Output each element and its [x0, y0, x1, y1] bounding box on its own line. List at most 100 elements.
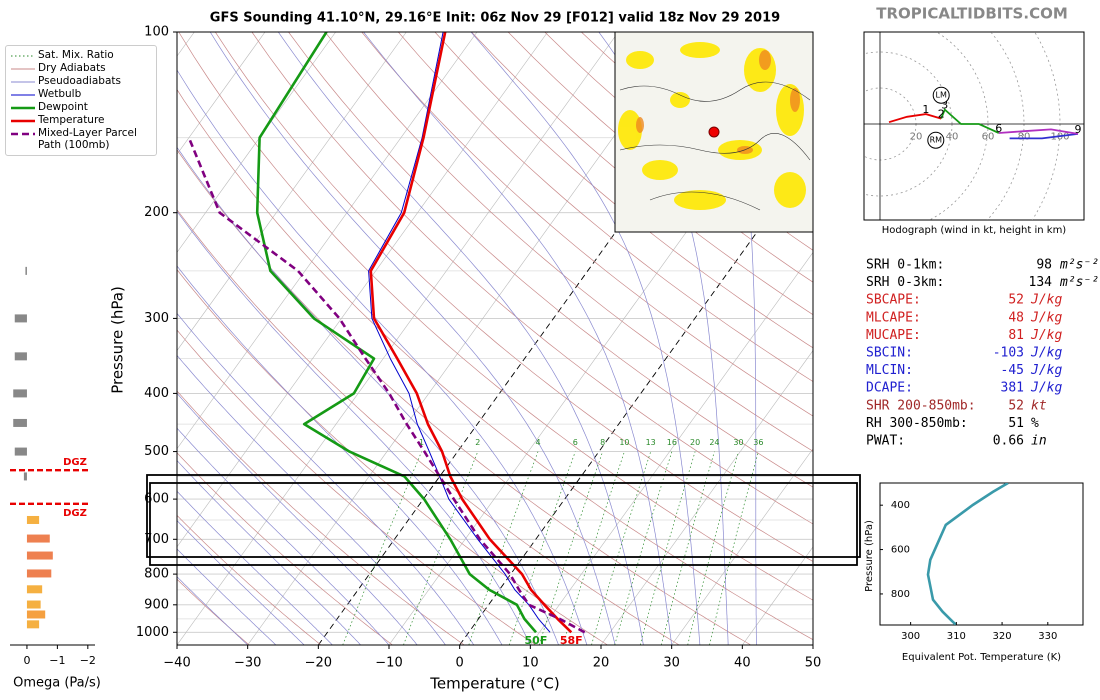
y-tick-label: 400 [891, 500, 910, 511]
omega-bar [25, 266, 27, 275]
x-tick-label: −20 [305, 656, 332, 671]
theta-e-chart: 300 310 320 330 400 600 800 Equivalent Pot. Tem… [864, 482, 1084, 663]
moist-adiabat [177, 265, 503, 645]
legend-label: Mixed-Layer Parcel Path (100mb) [38, 127, 137, 151]
dry-adiabat [471, 32, 813, 316]
x-axis-label: Omega (Pa/s) [13, 676, 101, 691]
stat-value: -103 [993, 346, 1024, 361]
omega-bar [14, 352, 27, 361]
hodo-line [888, 113, 942, 124]
stat-value: 0.66 [993, 434, 1024, 449]
dry-adiabat [177, 514, 322, 645]
moist-adiabat [177, 520, 305, 645]
hodo-height-label: 3 [941, 99, 948, 112]
x-tick-label: −40 [163, 656, 190, 671]
omega-bar [26, 515, 40, 524]
x-tick-label: 0 [456, 656, 464, 671]
legend-entry: Temperature [8, 114, 154, 126]
stat-value: 98 [1036, 258, 1052, 273]
hodo-height-label: 1 [922, 103, 929, 116]
legend-entry: Dewpoint [8, 101, 154, 113]
y-tick-label: 800 [891, 589, 910, 600]
y-tick-label: 900 [144, 597, 169, 612]
mixing-ratio-label: 36 [753, 438, 763, 447]
isotherm-highlight [317, 32, 761, 645]
mixing-ratio-line [591, 451, 652, 645]
surface-label: 58F [560, 634, 583, 647]
legend-swatch [11, 132, 35, 136]
y-tick-label: 400 [144, 386, 169, 401]
legend-swatch [11, 81, 35, 83]
legend-label: Temperature [38, 114, 105, 126]
stat-unit: in [1031, 434, 1047, 449]
omega-bar [26, 585, 43, 594]
mixing-ratio-line [614, 451, 673, 645]
stat-unit: m²s⁻² [1059, 258, 1099, 273]
stat-value: 381 [1001, 381, 1024, 396]
mixing-ratio-label: 6 [573, 438, 578, 447]
mixing-ratio-line [639, 451, 696, 645]
y-axis-label: Pressure (hPa) [109, 286, 127, 394]
legend: Sat. Mix. Ratio Dry Adiabats Pseudoadiabat… [5, 45, 157, 156]
mixing-ratio-label: 24 [709, 438, 719, 447]
omega-bar [23, 472, 27, 481]
isotherm [671, 448, 813, 645]
omega-bar [26, 620, 40, 629]
isotherm [177, 32, 407, 352]
omega-chart: DGZ DGZ 0 −1 −2 Omega (Pa/s) [10, 266, 101, 691]
stat-unit: J/kg [1030, 363, 1062, 378]
stat-unit: % [1031, 416, 1039, 431]
storm-motion-marker [932, 86, 950, 104]
moist-adiabat [177, 210, 531, 645]
moist-adiabat [598, 32, 729, 645]
stat-value: 134 [1029, 275, 1053, 290]
mixing-ratio-label: 10 [619, 438, 629, 447]
moist-adiabat [177, 548, 277, 645]
dry-adiabat [177, 578, 250, 645]
omega-bar [13, 389, 27, 398]
stat-value: 51 [1008, 416, 1024, 431]
dry-adiabat [177, 88, 813, 641]
map-precip [618, 42, 806, 210]
stat-unit: m²s⁻² [1059, 275, 1099, 290]
isotherm [177, 32, 478, 450]
x-tick-label: 0 [23, 654, 30, 667]
omega-bar [26, 600, 41, 609]
x-tick-label: −2 [80, 654, 96, 667]
legend-swatch [11, 119, 35, 123]
hodo-height-label: 9 [1075, 123, 1082, 136]
x-tick-label: 320 [993, 631, 1012, 642]
hodo-ring-label: 60 [982, 132, 995, 143]
y-tick-label: 300 [144, 311, 169, 326]
stat-label: SHR 200-850mb: [866, 398, 976, 413]
x-tick-label: 300 [901, 631, 920, 642]
stat-unit: J/kg [1030, 293, 1062, 308]
x-tick-label: 50 [805, 656, 822, 671]
dry-adiabat [507, 32, 813, 283]
profile-line [255, 32, 537, 634]
surface-label: 50F [525, 634, 548, 647]
y-tick-label: 800 [144, 567, 169, 582]
isotherm [530, 251, 813, 645]
profile-line [369, 32, 573, 634]
moist-adiabat [177, 427, 390, 645]
hodo-height-label: 2 [938, 108, 945, 121]
hodo-line [1009, 133, 1079, 140]
dry-adiabat [177, 209, 680, 645]
x-tick-label: 330 [1038, 631, 1057, 642]
mixing-ratio-line [468, 451, 539, 645]
stat-label: MLCAPE: [866, 310, 921, 325]
dgz-box [146, 474, 861, 558]
omega-bar [26, 569, 52, 578]
mixing-ratio-label: 30 [733, 438, 743, 447]
moist-adiabat [278, 32, 644, 645]
stat-unit: J/kg [1030, 346, 1062, 361]
mixing-ratio-label: 13 [646, 438, 656, 447]
stat-value: -45 [1001, 363, 1024, 378]
legend-label: Pseudoadiabats [38, 75, 121, 87]
x-tick-label: 30 [663, 656, 680, 671]
stat-label: SBCIN: [866, 346, 913, 361]
legend-swatch [11, 94, 35, 96]
theta-e-line [926, 483, 1009, 625]
dry-adiabat [215, 32, 813, 562]
